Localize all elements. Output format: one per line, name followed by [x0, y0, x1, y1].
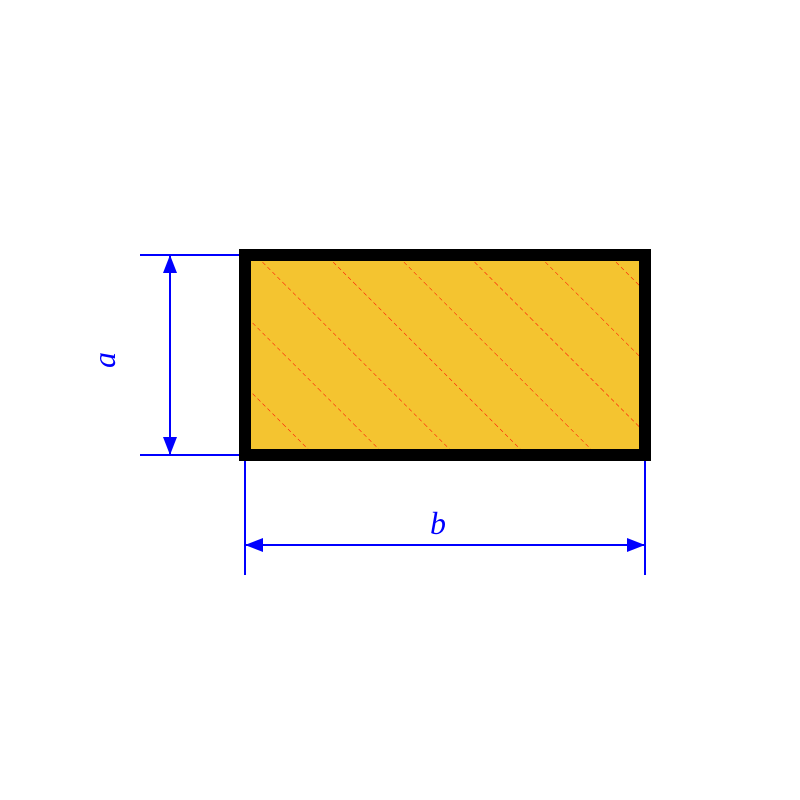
diagram-container: ab — [0, 0, 800, 800]
dimension-arrow — [163, 437, 177, 455]
dimension-label-b: b — [430, 505, 446, 541]
dimension-label-a: a — [86, 352, 122, 368]
dimension-arrow — [163, 255, 177, 273]
dimension-arrow — [245, 538, 263, 552]
cross-section-svg: ab — [0, 0, 800, 800]
section-fill — [245, 255, 645, 455]
dimension-arrow — [627, 538, 645, 552]
